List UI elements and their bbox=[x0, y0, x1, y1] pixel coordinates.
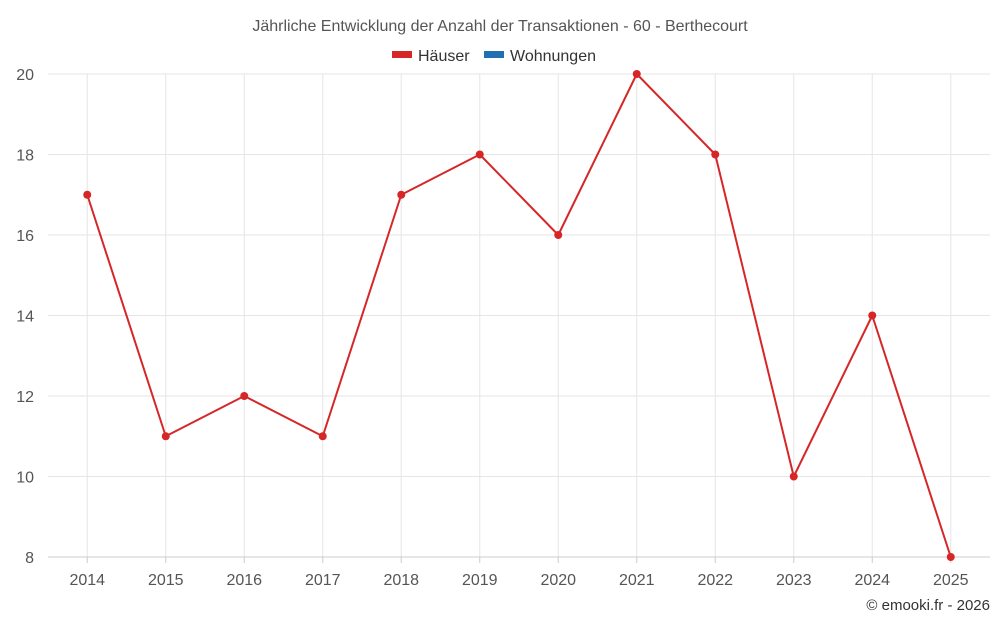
data-point[interactable] bbox=[711, 150, 720, 159]
legend-swatch-haeuser bbox=[392, 51, 412, 58]
grid bbox=[48, 73, 990, 558]
x-tick-label: 2017 bbox=[305, 572, 341, 589]
legend-item-wohnungen[interactable]: Wohnungen bbox=[484, 48, 596, 65]
legend-label-wohnungen: Wohnungen bbox=[510, 48, 596, 65]
x-tick-label: 2020 bbox=[540, 572, 576, 589]
x-tick-label: 2023 bbox=[776, 572, 812, 589]
x-tick-label: 2021 bbox=[619, 572, 655, 589]
legend-item-haeuser[interactable]: Häuser bbox=[392, 48, 470, 65]
series-line-0 bbox=[86, 73, 952, 558]
data-point[interactable] bbox=[161, 432, 170, 441]
y-tick-label: 10 bbox=[16, 470, 34, 487]
legend: Häuser Wohnungen bbox=[392, 48, 596, 65]
y-tick-label: 16 bbox=[16, 228, 34, 245]
x-tick-label: 2019 bbox=[462, 572, 498, 589]
y-tick-label: 14 bbox=[16, 309, 34, 326]
data-point[interactable] bbox=[868, 311, 877, 320]
x-tick-label: 2022 bbox=[697, 572, 733, 589]
data-point[interactable] bbox=[240, 392, 249, 400]
data-point[interactable] bbox=[83, 190, 92, 199]
y-tick-label: 8 bbox=[25, 550, 34, 567]
data-point[interactable] bbox=[632, 70, 641, 78]
credit-text: © emooki.fr - 2026 bbox=[866, 597, 990, 614]
y-tick-label: 12 bbox=[16, 389, 34, 406]
x-tick-label: 2014 bbox=[69, 572, 105, 589]
legend-swatch-wohnungen bbox=[484, 51, 504, 58]
data-point[interactable] bbox=[318, 432, 327, 441]
x-tick-label: 2015 bbox=[148, 572, 184, 589]
axes: 8 10 12 14 16 18 20 2014 2015 2016 2017 2018 2019 202… bbox=[16, 67, 990, 589]
x-tick-label: 2018 bbox=[383, 572, 419, 589]
series bbox=[83, 70, 955, 561]
data-point[interactable] bbox=[554, 231, 563, 239]
chart-title: Jährliche Entwicklung der Anzahl der Tra… bbox=[252, 18, 748, 35]
data-point[interactable] bbox=[789, 472, 798, 481]
legend-label-haeuser: Häuser bbox=[418, 48, 470, 65]
y-tick-label: 18 bbox=[16, 148, 34, 165]
data-point[interactable] bbox=[397, 190, 406, 199]
data-point[interactable] bbox=[946, 553, 955, 561]
y-tick-label: 20 bbox=[16, 67, 34, 84]
x-tick-label: 2016 bbox=[226, 572, 262, 589]
x-tick-label: 2025 bbox=[933, 572, 969, 589]
x-tick-label: 2024 bbox=[854, 572, 890, 589]
data-point[interactable] bbox=[475, 150, 484, 159]
